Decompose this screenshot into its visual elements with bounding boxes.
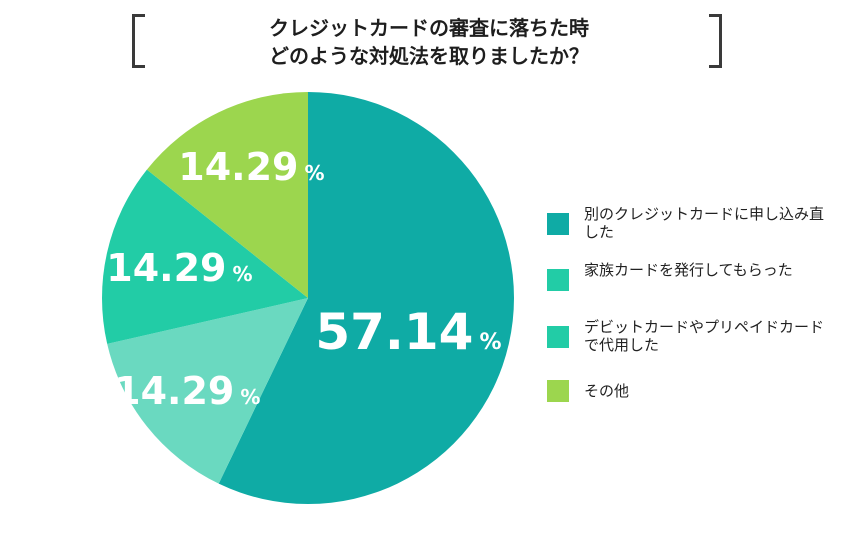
slice-value-number: 14.29: [114, 369, 234, 413]
slice-value-number: 14.29: [178, 145, 298, 189]
slice-value-percent-sign: %: [305, 161, 325, 185]
legend-swatch: [547, 213, 569, 235]
slice-value-percent-sign: %: [233, 262, 253, 286]
chart-title-line1: クレジットカードの審査に落ちた時: [269, 16, 589, 40]
legend-label: 家族カードを発行してもらった: [584, 261, 793, 279]
slice-value-number: 57.14: [315, 303, 473, 361]
slice-value-percent-sign: %: [240, 385, 260, 409]
chart-title-line2: どのような対処法を取りましたか？: [269, 44, 589, 68]
legend-swatch: [547, 269, 569, 291]
slice-value-label: 14.29%: [114, 369, 260, 413]
slice-value-number: 14.29: [106, 246, 226, 290]
pie-slice: [102, 169, 308, 344]
legend-swatch: [547, 380, 569, 402]
title-bracket-left: [132, 14, 145, 68]
slice-value-label: 14.29%: [106, 246, 252, 290]
slice-value-label: 14.29%: [178, 145, 324, 189]
pie-slice: [107, 298, 308, 484]
legend-label: その他: [584, 382, 630, 400]
slice-value-label: 57.14%: [315, 303, 501, 361]
chart-title: クレジットカードの審査に落ちた時 どのような対処法を取りましたか？: [150, 14, 708, 70]
legend-label: デビットカードやプリペイドカードで代用した: [584, 318, 825, 354]
pie-slice: [218, 92, 515, 504]
title-bracket-right: [709, 14, 722, 68]
legend-swatch: [547, 326, 569, 348]
legend-label: 別のクレジットカードに申し込み直した: [584, 205, 825, 241]
pie-slice: [146, 92, 308, 298]
slice-value-percent-sign: %: [479, 330, 501, 355]
